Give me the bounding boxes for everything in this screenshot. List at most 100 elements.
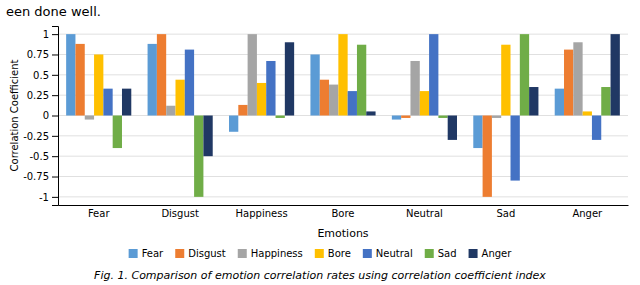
bar-series: [113, 34, 611, 197]
bar: [420, 91, 429, 115]
bar: [175, 80, 184, 116]
bar: [564, 50, 573, 116]
bar: [573, 42, 582, 115]
bar: [257, 83, 266, 116]
y-tick-label: -1: [39, 192, 49, 203]
bar: [113, 116, 122, 149]
y-tick-label: 0.75: [27, 49, 49, 60]
x-tick: Anger: [572, 205, 603, 219]
legend-item: Bore: [315, 248, 351, 259]
y-tick-label: -0.5: [29, 151, 49, 162]
y-tick-mark: [52, 34, 58, 35]
x-tick: Disgust: [161, 205, 199, 219]
x-tick-label: Sad: [496, 208, 515, 219]
grid-line: [58, 196, 628, 197]
y-tick-mark: [52, 177, 58, 178]
bar: [122, 89, 131, 116]
bars: [66, 34, 620, 197]
y-tick-label: -0.25: [23, 131, 49, 142]
bar: [492, 116, 501, 118]
bar: [185, 50, 194, 116]
y-axis-title: Correlation Coefficient: [9, 59, 20, 171]
legend-swatch: [129, 249, 138, 258]
x-tick: Sad: [496, 205, 515, 219]
bar: [348, 91, 357, 115]
bar: [338, 34, 347, 115]
legend-swatch: [238, 249, 247, 258]
bar: [238, 105, 247, 116]
legend-item: Happiness: [238, 248, 303, 259]
x-tick-label: Neutral: [406, 208, 443, 219]
caption: Fig. 1. Comparison of emotion correlatio…: [94, 269, 546, 282]
bar: [157, 34, 166, 115]
bar: [166, 106, 175, 116]
y-tick-mark: [52, 136, 58, 137]
x-tick-label: Happiness: [236, 208, 288, 219]
bar: [448, 116, 457, 140]
bar: [592, 116, 601, 140]
bar: [266, 61, 275, 116]
bar: [276, 116, 285, 118]
chart: een done well.-1-0.75-0.5-0.2500.250.50.…: [0, 0, 640, 285]
x-tick-label: Disgust: [161, 208, 199, 219]
bar: [583, 111, 592, 115]
legend-swatch: [469, 249, 478, 258]
bar: [555, 89, 564, 116]
legend-item: Sad: [425, 248, 457, 259]
legend-label: Neutral: [376, 248, 413, 259]
bar-series: [103, 34, 601, 180]
bar: [611, 34, 620, 115]
legend-item: Neutral: [363, 248, 413, 259]
y-tick-label: -0.75: [23, 171, 49, 182]
bar: [94, 54, 103, 115]
bar: [429, 34, 438, 115]
y-tick-mark: [52, 197, 58, 198]
bar: [103, 89, 112, 116]
x-tick-label: Fear: [88, 208, 110, 219]
y-tick: 0.5: [33, 70, 58, 81]
bar: [203, 116, 212, 157]
y-tick: -0.25: [23, 131, 58, 142]
bar: [285, 42, 294, 115]
x-tick-label: Anger: [572, 208, 603, 219]
header-text: een done well.: [6, 4, 101, 19]
y-tick: -1: [39, 192, 58, 203]
y-tick: -0.5: [29, 151, 58, 162]
bar-series: [122, 34, 620, 156]
y-tick: -0.75: [23, 171, 58, 182]
bar: [511, 116, 520, 181]
plot: -1-0.75-0.5-0.2500.250.50.751FearDisgust…: [23, 27, 628, 220]
bar: [392, 116, 401, 120]
x-tick-label: Bore: [331, 208, 354, 219]
legend-label: Fear: [142, 248, 164, 259]
legend-label: Disgust: [188, 248, 226, 259]
bar: [438, 116, 447, 118]
y-tick: 1: [43, 29, 58, 40]
x-tick: Neutral: [406, 205, 443, 219]
x-axis-line: [59, 205, 629, 206]
y-tick: 0: [43, 110, 58, 121]
bar: [320, 80, 329, 116]
x-tick: Happiness: [236, 205, 288, 219]
bar: [85, 116, 94, 120]
x-axis: Fear Disgust Happiness Bore Neutral Sad Anger: [59, 205, 629, 219]
bar: [229, 116, 238, 132]
y-tick-mark: [52, 75, 58, 76]
x-tick: Bore: [331, 205, 354, 219]
legend-label: Happiness: [251, 248, 303, 259]
bar: [310, 54, 319, 115]
x-axis-title: Emotions: [317, 227, 368, 240]
y-axis: -1-0.75-0.5-0.2500.250.50.751: [23, 27, 58, 206]
bar: [529, 87, 538, 115]
bar: [401, 116, 410, 118]
legend-label: Anger: [482, 248, 513, 259]
y-tick-mark: [52, 116, 58, 117]
legend-swatch: [175, 249, 184, 258]
bar: [194, 116, 203, 197]
bar: [366, 111, 375, 115]
bar: [357, 45, 366, 116]
y-tick-mark: [52, 54, 58, 55]
y-tick-label: 0.5: [33, 70, 49, 81]
legend-item: Fear: [129, 248, 164, 259]
bar: [329, 85, 338, 116]
